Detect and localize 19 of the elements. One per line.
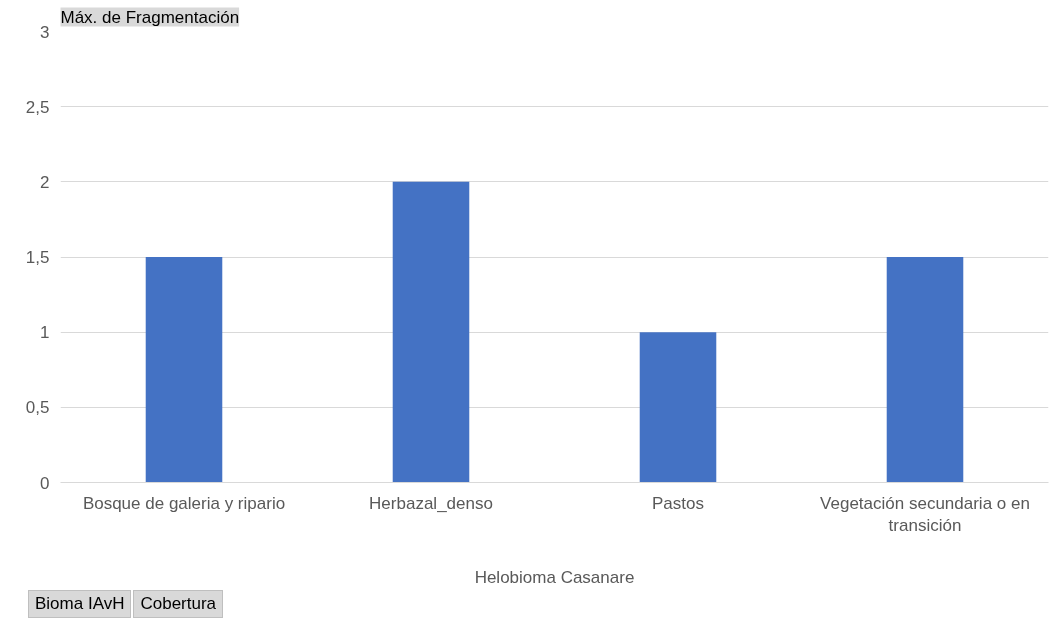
bar [639,332,717,483]
text: Bioma IAvH [35,593,125,615]
y-tick-label: 3 [40,22,50,42]
x-tick-label: Vegetación secundaria o en transición [820,493,1030,536]
bar [145,257,223,483]
y-tick-label: 1 [40,323,50,343]
text: Cobertura [140,593,217,615]
y-tick-label: 2 [40,172,50,192]
y-tick-label: 2,5 [25,97,50,117]
chart-title: Máx. de Fragmentación [60,7,240,27]
y-tick-label: 0 [40,473,50,493]
bar [886,257,964,483]
x-tick-label: Pastos [652,493,704,513]
y-tick-label: 0,5 [25,398,50,418]
x-tick-label: Herbazal_denso [369,493,493,513]
y-tick-label: 1,5 [25,248,50,267]
x-tick-label: Bosque de galeria y ripario [82,493,286,513]
bar [392,181,470,483]
x-axis-title: Helobioma Casanare [474,568,635,588]
